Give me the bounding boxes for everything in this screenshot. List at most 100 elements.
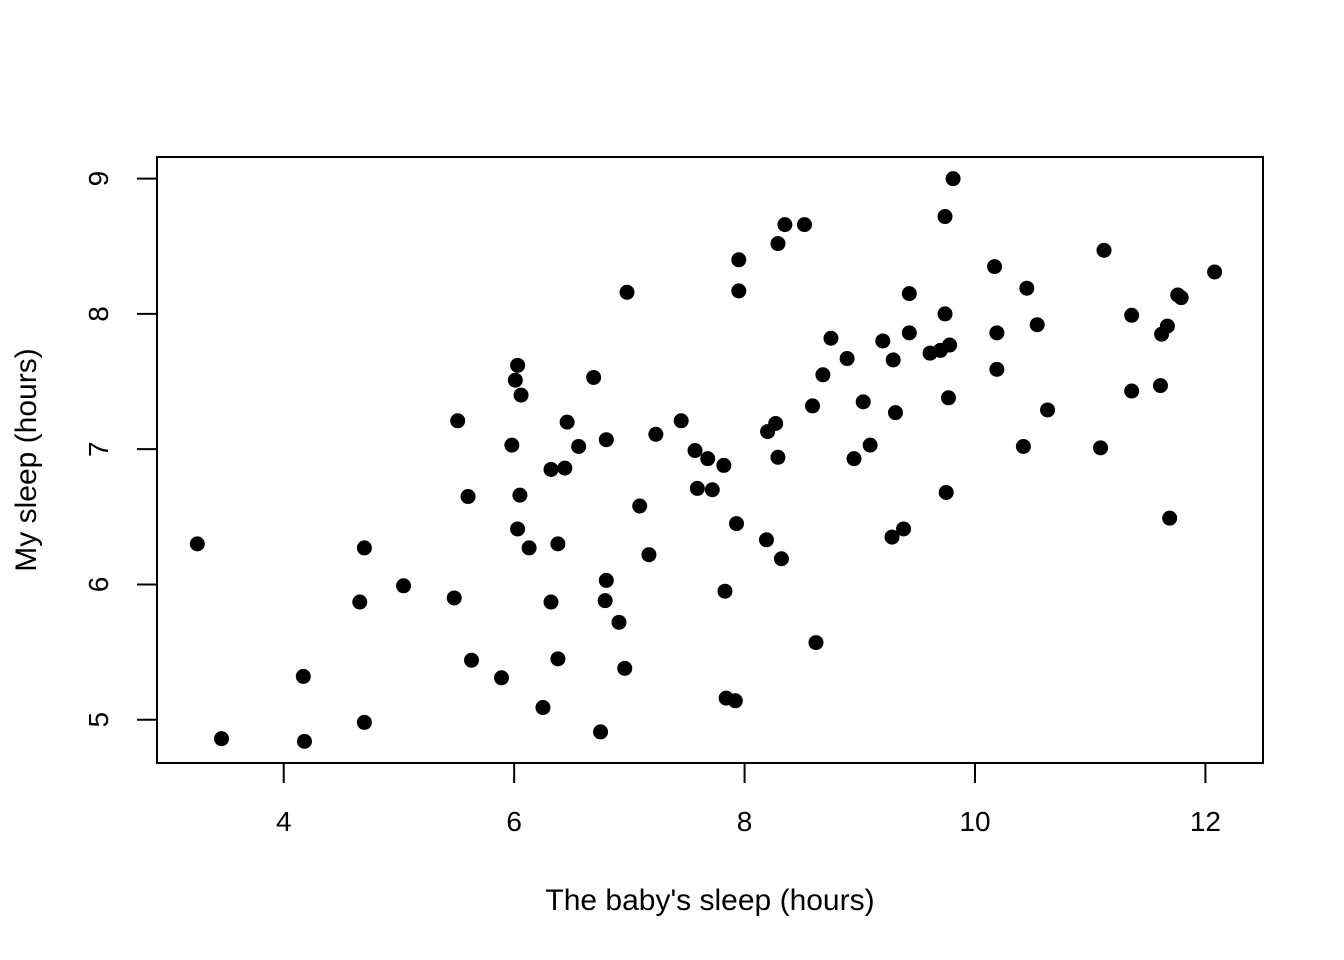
data-point [1093,440,1109,456]
y-axis-title: My sleep (hours) [10,348,43,571]
data-point [464,652,480,668]
data-point [1015,438,1031,454]
data-point [885,352,901,368]
data-point [1152,378,1168,394]
data-point [1019,280,1035,296]
data-point [1124,307,1140,323]
data-point [507,372,523,388]
data-point [989,361,1005,377]
data-point [989,325,1005,341]
data-point [1162,510,1178,526]
x-axis: 4 6 8 10 12 [276,762,1221,837]
data-point [770,449,786,465]
data-point [586,369,602,385]
data-point [632,498,648,514]
data-point [510,357,526,373]
data-point [937,209,953,225]
data-point [593,724,609,740]
data-point [611,614,627,630]
data-point [295,668,311,684]
data-point [521,540,537,556]
data-points [189,171,1223,749]
data-point [189,536,205,552]
data-point [808,635,824,651]
data-point [727,693,743,709]
data-point [937,306,953,322]
data-point [862,437,878,453]
data-point [896,521,912,537]
data-point [846,451,862,467]
data-point [758,532,774,548]
x-axis-title: The baby's sleep (hours) [545,884,874,917]
data-point [942,337,958,353]
data-point [446,590,462,606]
data-point [875,333,891,349]
data-point [559,414,575,430]
data-point [460,489,476,505]
data-point [597,593,613,609]
data-point [598,572,614,588]
data-point [214,731,230,747]
y-tick-label: 5 [83,712,114,728]
data-point [855,394,871,410]
data-point [352,594,368,610]
data-point [598,432,614,448]
data-point [1029,317,1045,333]
data-point [557,460,573,476]
data-point [512,487,528,503]
x-tick-label: 6 [506,806,522,837]
data-point [938,484,954,500]
data-point [945,171,961,187]
data-point [839,351,855,367]
data-point [773,551,789,567]
data-point [796,217,812,233]
data-point [987,259,1003,275]
data-point [450,413,466,429]
data-point [543,461,559,477]
data-point [1159,318,1175,334]
data-point [504,437,520,453]
data-point [543,594,559,610]
data-point [396,578,412,594]
data-point [296,733,312,749]
y-tick-label: 7 [83,441,114,457]
data-point [704,482,720,498]
data-point [571,438,587,454]
data-point [550,536,566,552]
data-point [673,413,689,429]
x-tick-label: 4 [276,806,292,837]
data-point [550,651,566,667]
data-point [731,252,747,268]
data-point [493,670,509,686]
data-point [884,529,900,545]
data-point [1124,383,1140,399]
data-point [815,367,831,383]
data-point [1096,242,1112,258]
data-point [535,700,551,716]
data-point [619,284,635,300]
y-tick-label: 6 [83,577,114,593]
data-point [689,480,705,496]
data-point [901,286,917,302]
data-point [641,547,657,563]
data-point [617,660,633,676]
x-tick-label: 8 [737,806,753,837]
data-point [901,325,917,341]
data-point [717,583,733,599]
data-point [1207,264,1223,280]
data-point [1040,402,1056,418]
data-point [700,451,716,467]
x-tick-label: 10 [959,806,990,837]
data-point [728,516,744,532]
x-tick-label: 12 [1190,806,1221,837]
data-point [887,405,903,421]
data-point [356,714,372,730]
data-point [716,457,732,473]
data-point [356,540,372,556]
y-axis: 5 6 7 8 9 [83,171,158,728]
data-point [648,426,664,442]
data-point [687,443,703,459]
data-point [768,415,784,431]
y-tick-label: 9 [83,171,114,187]
